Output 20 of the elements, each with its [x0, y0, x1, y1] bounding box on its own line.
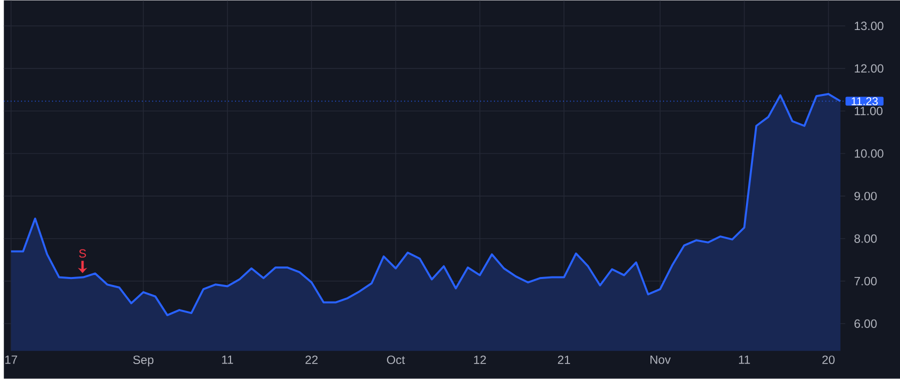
x-tick-label: Sep	[133, 356, 154, 367]
x-tick-label: 12	[474, 356, 486, 364]
y-tick-label: 7.00	[854, 277, 877, 286]
x-tick-label: 20	[822, 356, 835, 364]
x-tick-label: 21	[558, 356, 570, 364]
x-tick-label: 17	[5, 356, 18, 364]
x-tick-label: 11	[738, 356, 750, 364]
y-tick-label: 11.00	[854, 106, 882, 116]
y-tick-label: 10.00	[854, 149, 884, 158]
x-tick-label: 11	[222, 356, 234, 364]
ref-line-label: 11.23	[852, 97, 878, 106]
y-tick-label: 13.00	[854, 22, 884, 30]
y-tick-label: 8.00	[854, 234, 877, 243]
y-tick-label: 12.00	[854, 64, 884, 73]
y-tick-label: 9.00	[854, 192, 877, 200]
y-tick-label: 6.00	[854, 320, 877, 328]
x-tick-label: Nov	[650, 356, 671, 364]
x-tick-label: 22	[306, 356, 318, 364]
annotation: S	[79, 249, 86, 258]
x-tick-label: Oct	[386, 356, 405, 364]
